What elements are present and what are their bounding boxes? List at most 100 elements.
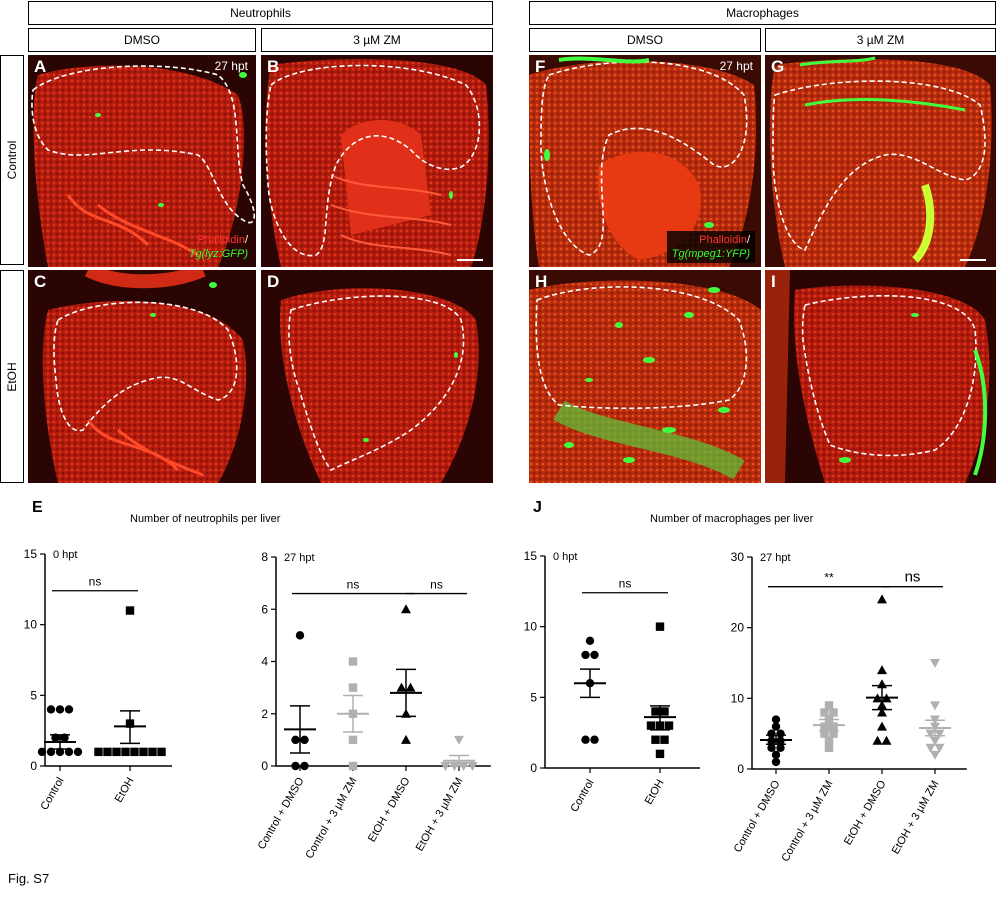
data-point bbox=[130, 747, 139, 757]
micrograph-panel-f: F 27 hpt Phalloidin/ Tg(mpeg1:YFP) bbox=[529, 55, 761, 267]
x-tick-label: EtOH + DMSO bbox=[366, 775, 413, 844]
data-point bbox=[930, 736, 940, 746]
micrograph-panel-g: G bbox=[765, 55, 996, 267]
data-point bbox=[291, 735, 300, 745]
data-point bbox=[829, 729, 838, 738]
micrograph-panel-h: H bbox=[529, 270, 761, 483]
micrograph-panel-b: B bbox=[261, 55, 493, 267]
stain-legend-right: Phalloidin/ Tg(mpeg1:YFP) bbox=[666, 231, 755, 263]
data-point bbox=[348, 761, 358, 771]
data-point bbox=[829, 722, 838, 731]
chart-subtitle: 27 hpt bbox=[284, 552, 315, 564]
header-dmso-right: DMSO bbox=[529, 28, 761, 52]
y-tick-label: 0 bbox=[530, 761, 537, 775]
data-point bbox=[581, 650, 590, 660]
x-tick-label: Control bbox=[38, 776, 66, 813]
data-point bbox=[877, 707, 887, 717]
header-macrophages-text: Macrophages bbox=[726, 6, 799, 20]
y-tick-label: 30 bbox=[731, 550, 745, 564]
y-tick-label: 6 bbox=[261, 602, 268, 616]
data-point bbox=[440, 762, 451, 771]
data-point bbox=[767, 729, 776, 738]
data-point bbox=[660, 707, 669, 716]
data-point bbox=[925, 729, 936, 739]
data-point bbox=[934, 729, 945, 739]
data-point bbox=[877, 721, 887, 731]
header-zm-right-text: 3 µM ZM bbox=[856, 33, 905, 47]
data-point bbox=[581, 735, 590, 744]
legend-right-slash: / bbox=[746, 234, 750, 246]
data-point bbox=[877, 665, 887, 675]
chart-subtitle: 27 hpt bbox=[760, 552, 791, 564]
chart-title-macrophages: Number of macrophages per liver bbox=[650, 513, 814, 525]
header-zm-left: 3 µM ZM bbox=[261, 28, 493, 52]
x-tick-label: EtOH + 3 µM ZM bbox=[414, 776, 466, 854]
micrograph-b-image bbox=[261, 55, 493, 267]
micrograph-panel-i: I bbox=[765, 270, 996, 483]
micrograph-c-image bbox=[28, 270, 256, 483]
data-point bbox=[401, 734, 411, 744]
micrograph-d-image bbox=[261, 270, 493, 483]
data-point bbox=[771, 715, 781, 724]
data-point bbox=[820, 729, 829, 738]
data-point bbox=[300, 761, 309, 771]
legend-left-slash: / bbox=[244, 234, 248, 246]
micrograph-panel-c: C bbox=[28, 270, 256, 483]
panel-label-c: C bbox=[34, 272, 47, 291]
significance-label: ns bbox=[430, 578, 443, 592]
data-point bbox=[46, 705, 56, 714]
y-tick-label: 20 bbox=[731, 621, 745, 635]
data-point bbox=[655, 622, 665, 631]
x-tick-label: Control + 3 µM ZM bbox=[779, 779, 835, 864]
data-point bbox=[776, 743, 785, 752]
x-tick-label: EtOH bbox=[643, 777, 667, 806]
data-point bbox=[405, 682, 416, 692]
legend-left-line: Tg(lyz:GFP) bbox=[188, 248, 248, 260]
micrograph-f-image bbox=[529, 55, 761, 267]
data-point bbox=[664, 721, 674, 730]
timepoint-label-a: 27 hpt bbox=[214, 59, 248, 73]
row-label-etoh: EtOH bbox=[0, 270, 24, 483]
data-point bbox=[651, 735, 660, 744]
section-label-j: J bbox=[533, 499, 542, 516]
y-tick-label: 8 bbox=[261, 550, 268, 564]
header-dmso-left-text: DMSO bbox=[124, 33, 160, 47]
y-tick-label: 10 bbox=[731, 691, 745, 705]
data-point bbox=[112, 747, 121, 757]
data-point bbox=[73, 747, 83, 757]
data-point bbox=[776, 729, 785, 738]
data-point bbox=[64, 705, 74, 714]
header-zm-left-text: 3 µM ZM bbox=[353, 33, 401, 47]
panel-label-g: G bbox=[771, 57, 785, 76]
figure-label: Fig. S7 bbox=[8, 871, 50, 886]
panel-label-b: B bbox=[267, 57, 280, 76]
data-point bbox=[396, 682, 407, 692]
data-point bbox=[824, 743, 834, 752]
chart-subtitle: 0 hpt bbox=[553, 551, 577, 563]
data-point bbox=[401, 604, 411, 614]
data-point bbox=[590, 650, 599, 660]
data-point bbox=[877, 594, 887, 604]
data-point bbox=[660, 735, 669, 744]
chart-title-neutrophils: Number of neutrophils per liver bbox=[130, 513, 281, 525]
x-tick-label: EtOH + DMSO bbox=[842, 778, 889, 847]
data-point bbox=[767, 743, 776, 752]
micrograph-i-image bbox=[765, 270, 996, 483]
data-point bbox=[820, 722, 829, 731]
data-point bbox=[655, 749, 665, 759]
significance-label: ns bbox=[619, 577, 632, 591]
x-tick-label: EtOH bbox=[113, 775, 137, 804]
row-label-etoh-text: EtOH bbox=[5, 361, 19, 392]
micrograph-h-image bbox=[529, 270, 761, 483]
data-point bbox=[934, 743, 945, 753]
y-tick-label: 0 bbox=[737, 762, 744, 776]
data-point bbox=[139, 747, 148, 757]
data-point bbox=[771, 750, 781, 760]
header-macrophages: Macrophages bbox=[529, 1, 996, 25]
chart-j-0hpt: 0 hpt 0 5 10 15 Control EtOH ns bbox=[524, 549, 700, 814]
x-tick-label: Control + 3 µM ZM bbox=[303, 776, 359, 861]
micrograph-panel-d: D bbox=[261, 270, 493, 483]
data-point bbox=[121, 747, 130, 757]
